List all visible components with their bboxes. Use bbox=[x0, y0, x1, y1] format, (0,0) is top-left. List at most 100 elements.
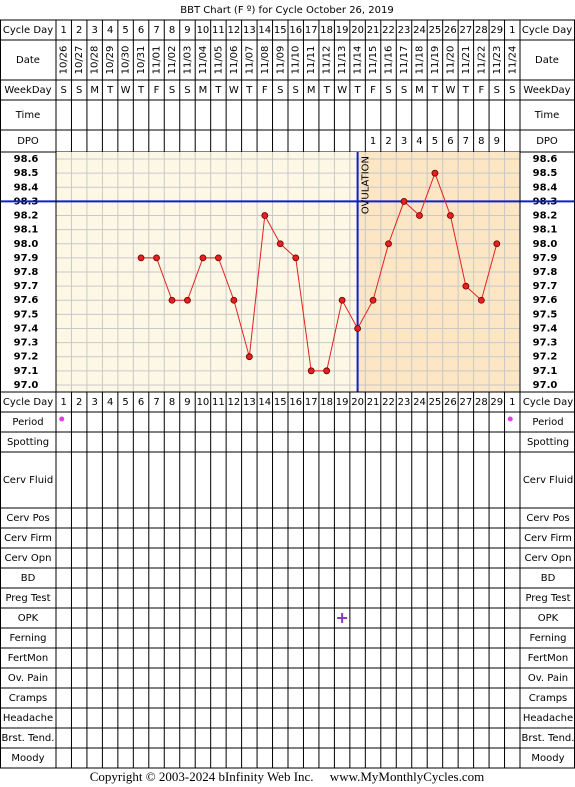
date: 10/27 bbox=[74, 46, 85, 75]
cycle-day: 18 bbox=[320, 397, 333, 408]
date: 11/04 bbox=[198, 46, 209, 75]
y-tick-label: 97.5 bbox=[14, 309, 39, 320]
temp-point bbox=[431, 169, 439, 177]
date: 11/08 bbox=[260, 46, 271, 75]
date: 11/17 bbox=[399, 46, 410, 75]
y-tick-label: 97.3 bbox=[14, 338, 39, 349]
row-label: Time bbox=[15, 110, 40, 121]
date: 11/14 bbox=[353, 46, 364, 75]
row-label: Cerv Pos bbox=[526, 513, 569, 524]
cycle-day: 28 bbox=[475, 25, 488, 36]
cycle-day: 17 bbox=[305, 25, 318, 36]
row-label: Cerv Pos bbox=[6, 513, 49, 524]
date: 11/20 bbox=[445, 46, 456, 75]
temp-point bbox=[493, 240, 501, 248]
temp-point bbox=[153, 254, 160, 262]
row-label: Ov. Pain bbox=[528, 673, 568, 684]
row-label: Cycle Day bbox=[3, 25, 53, 36]
row-label: WeekDay bbox=[4, 85, 51, 96]
cycle-day: 5 bbox=[122, 397, 128, 408]
weekday: S bbox=[385, 85, 391, 96]
chart-title: BBT Chart (F º) for Cycle October 26, 20… bbox=[180, 5, 393, 16]
y-tick-label: 97.1 bbox=[533, 366, 558, 377]
dpo: 1 bbox=[370, 136, 376, 147]
weekday: S bbox=[509, 85, 515, 96]
cycle-day: 24 bbox=[413, 25, 426, 36]
y-tick-label: 98.6 bbox=[533, 154, 558, 165]
cycle-day: 23 bbox=[398, 25, 411, 36]
row-label: Ferning bbox=[9, 633, 46, 644]
weekday: T bbox=[431, 85, 439, 96]
temp-point bbox=[276, 240, 284, 248]
temp-point bbox=[477, 296, 485, 304]
row-label: Cerv Fluid bbox=[3, 475, 53, 486]
row-label: Spotting bbox=[527, 437, 569, 448]
date: 10/29 bbox=[105, 46, 116, 75]
date: 10/26 bbox=[59, 46, 70, 75]
date: 10/31 bbox=[136, 46, 147, 75]
cycle-day: 21 bbox=[367, 397, 380, 408]
row-label: Cerv Opn bbox=[525, 553, 572, 564]
row-label: Spotting bbox=[7, 437, 49, 448]
date: 11/19 bbox=[430, 46, 441, 75]
cycle-day: 19 bbox=[336, 397, 349, 408]
weekday: S bbox=[184, 85, 190, 96]
row-label: Preg Test bbox=[5, 593, 50, 604]
y-tick-label: 97.0 bbox=[533, 380, 558, 391]
row-label: Cramps bbox=[529, 693, 568, 704]
row-label: FertMon bbox=[8, 653, 48, 664]
weekday: W bbox=[229, 85, 239, 96]
row-label: Date bbox=[16, 55, 40, 66]
cycle-day: 17 bbox=[305, 397, 318, 408]
temp-point bbox=[184, 296, 191, 304]
y-tick-label: 98.2 bbox=[533, 211, 558, 222]
row-label: Moody bbox=[11, 753, 44, 764]
y-tick-label: 97.9 bbox=[533, 253, 558, 264]
y-tick-label: 98.6 bbox=[14, 154, 39, 165]
row-label: Headache bbox=[3, 713, 53, 724]
y-tick-label: 97.9 bbox=[14, 253, 39, 264]
dpo: 5 bbox=[432, 136, 438, 147]
date: 11/12 bbox=[322, 46, 333, 75]
temp-point bbox=[446, 212, 454, 219]
dpo: 2 bbox=[385, 136, 391, 147]
row-label: Cramps bbox=[9, 693, 48, 704]
y-tick-label: 97.2 bbox=[14, 352, 39, 363]
cycle-day: 29 bbox=[490, 25, 503, 36]
y-tick-label: 98.1 bbox=[14, 225, 39, 236]
row-label: DPO bbox=[536, 136, 558, 147]
cycle-day: 12 bbox=[227, 397, 240, 408]
weekday: M bbox=[199, 85, 208, 96]
y-tick-label: 98.1 bbox=[533, 225, 558, 236]
row-label: WeekDay bbox=[523, 85, 570, 96]
date: 11/18 bbox=[414, 46, 425, 75]
cycle-day: 26 bbox=[444, 25, 457, 36]
date: 11/16 bbox=[384, 46, 395, 75]
temp-point bbox=[137, 254, 145, 262]
cycle-day: 15 bbox=[274, 25, 287, 36]
date: 11/07 bbox=[244, 46, 255, 75]
weekday: S bbox=[401, 85, 407, 96]
row-label: FertMon bbox=[528, 653, 568, 664]
cycle-day: 18 bbox=[320, 25, 333, 36]
cycle-day: 11 bbox=[212, 25, 225, 36]
cycle-day: 3 bbox=[91, 25, 97, 36]
copyright: Copyright © 2003-2024 bInfinity Web Inc.… bbox=[90, 769, 484, 784]
weekday: F bbox=[262, 85, 268, 96]
row-label: Ov. Pain bbox=[8, 673, 48, 684]
temp-point bbox=[369, 296, 377, 304]
y-tick-label: 97.1 bbox=[14, 366, 39, 377]
cycle-day: 22 bbox=[382, 397, 395, 408]
cycle-day: 13 bbox=[243, 397, 256, 408]
temp-point bbox=[338, 296, 346, 304]
weekday: W bbox=[337, 85, 347, 96]
row-label: Period bbox=[532, 417, 563, 428]
weekday: T bbox=[106, 85, 114, 96]
cycle-day: 3 bbox=[91, 397, 97, 408]
date: 11/05 bbox=[213, 46, 224, 75]
row-label: Cycle Day bbox=[522, 25, 572, 36]
dpo: 4 bbox=[416, 136, 422, 147]
cycle-day: 8 bbox=[169, 25, 175, 36]
